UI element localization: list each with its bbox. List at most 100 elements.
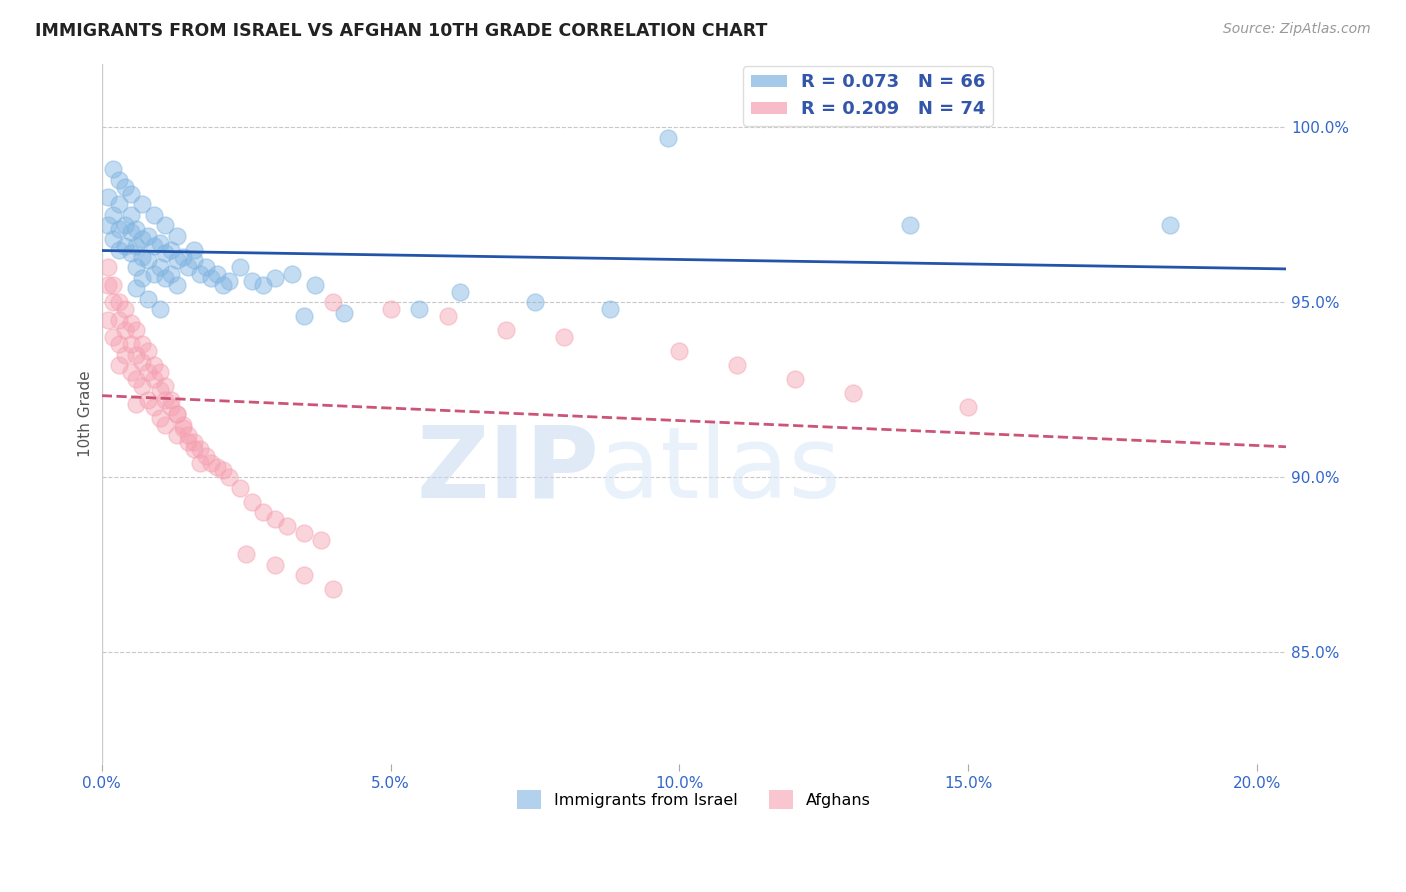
Point: [264, 270, 287, 285]
Point: [148, 302, 170, 317]
Point: [229, 481, 252, 495]
Point: [142, 267, 165, 281]
Point: [103, 232, 125, 246]
Point: [120, 186, 142, 201]
Point: [125, 323, 148, 337]
Point: [131, 354, 153, 368]
Point: [177, 428, 200, 442]
Point: [783, 372, 806, 386]
Point: [114, 323, 136, 337]
Point: [103, 330, 125, 344]
Point: [131, 197, 153, 211]
Point: [264, 558, 287, 572]
Point: [281, 267, 304, 281]
Point: [148, 235, 170, 250]
Point: [108, 221, 131, 235]
Point: [114, 218, 136, 232]
Point: [292, 309, 315, 323]
Point: [276, 519, 298, 533]
Point: [96, 190, 118, 204]
Point: [668, 344, 690, 359]
Text: IMMIGRANTS FROM ISRAEL VS AFGHAN 10TH GRADE CORRELATION CHART: IMMIGRANTS FROM ISRAEL VS AFGHAN 10TH GR…: [35, 22, 768, 40]
Point: [172, 250, 194, 264]
Point: [136, 253, 159, 268]
Point: [120, 365, 142, 379]
Point: [207, 459, 229, 474]
Point: [188, 267, 211, 281]
Point: [114, 348, 136, 362]
Point: [125, 221, 148, 235]
Point: [120, 337, 142, 351]
Point: [125, 281, 148, 295]
Point: [177, 435, 200, 450]
Point: [166, 253, 188, 268]
Point: [252, 277, 274, 292]
Point: [131, 337, 153, 351]
Point: [120, 246, 142, 260]
Point: [725, 358, 748, 372]
Point: [235, 547, 257, 561]
Point: [309, 533, 332, 548]
Point: [136, 228, 159, 243]
Point: [125, 260, 148, 274]
Point: [103, 208, 125, 222]
Point: [108, 243, 131, 257]
Point: [131, 270, 153, 285]
Point: [120, 225, 142, 239]
Point: [103, 162, 125, 177]
Point: [166, 228, 188, 243]
Point: [142, 239, 165, 253]
Point: [408, 302, 430, 317]
Point: [108, 295, 131, 310]
Point: [148, 365, 170, 379]
Y-axis label: 10th Grade: 10th Grade: [79, 371, 93, 458]
Point: [200, 270, 222, 285]
Point: [155, 270, 177, 285]
Point: [108, 197, 131, 211]
Point: [96, 277, 118, 292]
Point: [120, 208, 142, 222]
Point: [142, 358, 165, 372]
Point: [304, 277, 326, 292]
Point: [160, 400, 183, 414]
Point: [183, 435, 205, 450]
Point: [900, 218, 922, 232]
Point: [188, 456, 211, 470]
Point: [200, 456, 222, 470]
Point: [108, 358, 131, 372]
Point: [103, 277, 125, 292]
Point: [183, 253, 205, 268]
Point: [212, 463, 235, 477]
Point: [155, 417, 177, 432]
Point: [148, 383, 170, 397]
Text: atlas: atlas: [599, 422, 841, 518]
Point: [166, 277, 188, 292]
Point: [114, 302, 136, 317]
Point: [322, 295, 344, 310]
Point: [495, 323, 517, 337]
Point: [148, 260, 170, 274]
Point: [292, 568, 315, 582]
Point: [136, 344, 159, 359]
Point: [188, 442, 211, 456]
Point: [1159, 218, 1181, 232]
Point: [841, 386, 863, 401]
Point: [136, 292, 159, 306]
Point: [229, 260, 252, 274]
Point: [292, 526, 315, 541]
Point: [108, 172, 131, 186]
Point: [155, 393, 177, 408]
Point: [114, 239, 136, 253]
Point: [166, 407, 188, 421]
Point: [160, 393, 183, 408]
Point: [142, 400, 165, 414]
Point: [218, 274, 240, 288]
Point: [553, 330, 575, 344]
Text: Source: ZipAtlas.com: Source: ZipAtlas.com: [1223, 22, 1371, 37]
Point: [125, 348, 148, 362]
Point: [125, 372, 148, 386]
Point: [437, 309, 460, 323]
Point: [657, 130, 679, 145]
Point: [212, 277, 235, 292]
Text: ZIP: ZIP: [416, 422, 599, 518]
